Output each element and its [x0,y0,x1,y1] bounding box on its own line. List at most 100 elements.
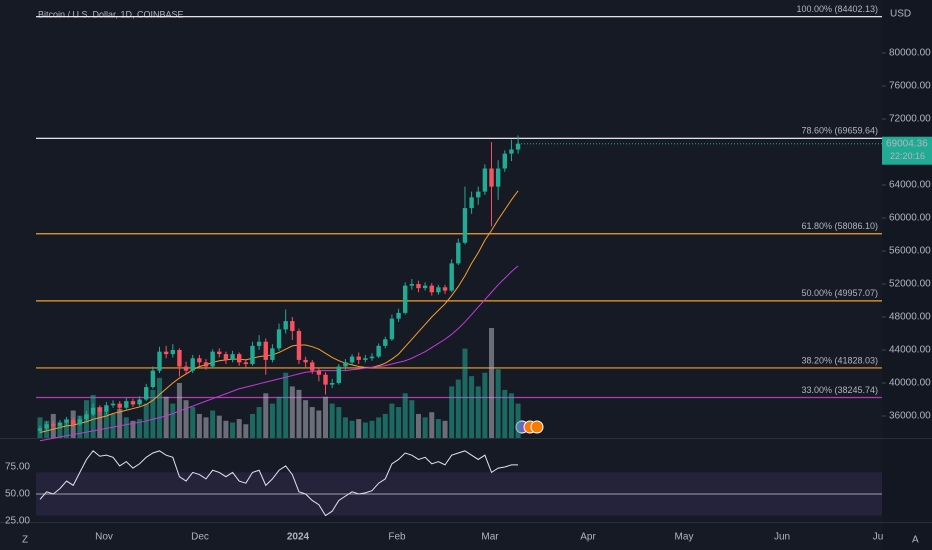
fib-label: 38.20% (41828.03) [801,355,878,365]
y-tick-label: 40000.00 [889,378,931,389]
zoom-icon[interactable]: Z [22,535,28,546]
candle-body [203,362,209,367]
volume-bar [263,393,269,438]
volume-bar [309,407,315,438]
candle-body [462,208,468,243]
countdown: 22:20:16 [890,151,925,161]
volume-bar [369,420,375,438]
auto-icon[interactable]: A [912,535,919,546]
fib-label: 50.00% (49957.07) [801,288,878,298]
y-tick-label: 72000.00 [889,114,931,125]
rsi-line [39,450,519,517]
x-tick-label: 2024 [287,532,310,543]
candle-body [183,366,189,371]
volume-bar [442,420,448,438]
price-axis [882,0,932,550]
volume-bar [283,372,289,438]
volume-bar [336,407,342,438]
candle-body [137,399,142,405]
candle-body [515,143,521,150]
candle-body [409,283,415,286]
candle-body [256,341,262,346]
candle-body [436,287,441,293]
volume-bar [90,395,96,438]
y-tick-label: 80000.00 [889,48,931,59]
volume-bar [469,376,475,438]
candle-body [150,370,156,388]
volume-bar [316,410,322,438]
fib-label: 61.80% (58086.10) [801,221,878,231]
volume-bar [495,369,501,438]
candle-body [403,285,408,313]
volume-bar [402,393,408,438]
volume-bar [137,419,143,438]
volume-bar [289,386,295,438]
moving-average [39,190,519,433]
volume-bar [157,377,163,438]
volume-bar [482,372,488,438]
volume-bar [415,413,421,438]
candle-body [110,403,116,406]
candle-body [310,362,315,371]
candle-body [283,321,288,330]
volume-bar [362,422,368,438]
volume-bar [409,400,415,438]
candle-body [263,341,268,360]
candle-body [64,420,69,423]
candle-body [97,407,102,412]
rsi-tick-label: 50.00 [5,489,30,500]
candle-body [124,401,129,408]
candle-body [90,407,96,415]
event-icon[interactable] [530,420,544,434]
last-price: 69004.36 [886,138,928,149]
volume-bar [449,386,455,438]
volume-bar [435,419,441,438]
candle-body [376,345,381,357]
y-tick-label: 56000.00 [889,246,931,257]
volume-bar [508,393,514,438]
volume-bar [342,417,348,438]
x-tick-label: Feb [388,532,406,543]
volume-bar [455,379,461,438]
volume-bar [502,389,508,438]
volume-bar [223,420,229,438]
candle-body [44,424,49,429]
candle-body [369,356,375,359]
volume-bar [236,419,242,438]
volume-bar [103,412,109,438]
candle-body [57,422,63,426]
y-tick-label: 36000.00 [889,411,931,422]
chart-title: Bitcoin / U.S. Dollar, 1D, COINBASE [38,9,184,19]
candle-body [157,351,162,371]
y-tick-label: 76000.00 [889,81,931,92]
candle-body [71,420,76,425]
candle-body [429,285,434,293]
volume-bar [150,389,156,438]
candle-body [217,351,222,355]
candle-body [37,428,43,431]
volume-bar [515,403,521,438]
volume-bar [64,419,70,438]
candle-body [495,168,501,187]
candle-body [130,401,136,405]
candle-body [77,419,83,425]
candle-body [316,370,322,375]
volume-bar [475,386,481,438]
candle-body [356,356,361,360]
volume-bar [389,403,395,438]
currency: USD [890,9,911,20]
volume-bar [163,396,169,438]
moving-average [39,265,519,442]
y-tick-label: 44000.00 [889,345,931,356]
candle-body [84,414,89,420]
candle-body [343,362,348,367]
candle-body [416,283,421,289]
candle-body [237,354,242,363]
volume-bar [210,410,216,438]
candle-body [270,348,275,360]
candle-body [449,263,454,291]
candle-body [303,359,308,363]
volume-bar [303,400,309,438]
candle-body [363,358,368,360]
